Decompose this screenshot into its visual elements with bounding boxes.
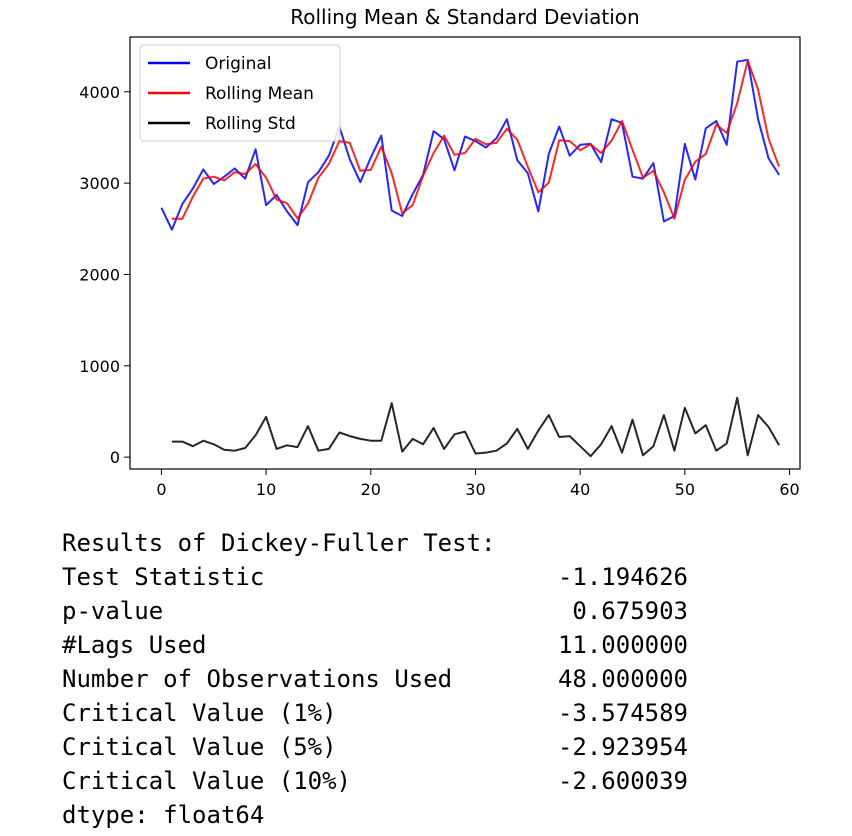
output-row-label: p-value (62, 597, 164, 625)
y-tick-label: 1000 (79, 357, 120, 376)
output-row-label: Critical Value (1%) (62, 699, 337, 727)
y-tick-label: 3000 (79, 174, 120, 193)
output-row-label: #Lags Used (62, 631, 207, 659)
x-axis: 0 10 20 30 40 50 60 (156, 469, 800, 499)
x-tick-label: 60 (779, 480, 799, 499)
output-row: Critical Value (1%) -3.574589 (62, 696, 688, 730)
output-row: #Lags Used 11.000000 (62, 628, 688, 662)
output-row-label: Number of Observations Used (62, 665, 453, 693)
series-line-rolling-mean (171, 59, 781, 220)
y-axis: 0 1000 2000 3000 4000 (79, 83, 130, 467)
output-row-value: -2.923954 (557, 733, 688, 761)
plot-frame (129, 36, 801, 470)
legend: Original Rolling Mean Rolling Std (139, 44, 341, 142)
plot-area (160, 58, 781, 458)
legend-label-rolling-mean: Rolling Mean (205, 84, 314, 104)
output-row-label: Critical Value (5%) (62, 733, 337, 761)
y-tick-label: 4000 (79, 83, 120, 102)
output-row-value: 0.675903 (572, 597, 688, 625)
legend-box (139, 44, 341, 142)
test-output: Results of Dickey-Fuller Test: Test Stat… (62, 526, 688, 832)
legend-label-original: Original (205, 54, 272, 74)
chart-title: Rolling Mean & Standard Deviation (290, 5, 639, 29)
output-row: Number of Observations Used 48.000000 (62, 662, 688, 696)
x-tick-label: 20 (361, 480, 381, 499)
output-row-value: -3.574589 (557, 699, 688, 727)
rolling-stats-chart: Rolling Mean & Standard Deviation 0 10 20 3… (79, 5, 801, 499)
output-row: Critical Value (10%) -2.600039 (62, 764, 688, 798)
x-tick-label: 0 (156, 480, 166, 499)
output-row: p-value 0.675903 (62, 594, 688, 628)
x-tick-label: 30 (465, 480, 485, 499)
y-tick-label: 2000 (79, 265, 120, 284)
output-dtype: dtype: float64 (62, 801, 265, 829)
legend-label-rolling-std: Rolling Std (205, 114, 296, 134)
output-row-value: -2.600039 (557, 767, 688, 795)
output-row-value: 48.000000 (557, 665, 688, 693)
y-tick-label: 0 (110, 448, 120, 467)
output-row-value: -1.194626 (557, 563, 688, 591)
output-row-label: Test Statistic (62, 563, 265, 591)
output-row-value: 11.000000 (557, 631, 688, 659)
output-row: Test Statistic -1.194626 (62, 560, 688, 594)
output-row: Critical Value (5%) -2.923954 (62, 730, 688, 764)
x-tick-label: 50 (675, 480, 695, 499)
output-row-label: Critical Value (10%) (62, 767, 351, 795)
series-line-original (160, 58, 780, 231)
x-tick-label: 40 (570, 480, 590, 499)
series-line-rolling-std (171, 396, 780, 458)
output-rows: Test Statistic -1.194626 p-value 0.675903 #L… (62, 560, 688, 798)
x-tick-label: 10 (256, 480, 276, 499)
output-header: Results of Dickey-Fuller Test: (62, 529, 496, 557)
